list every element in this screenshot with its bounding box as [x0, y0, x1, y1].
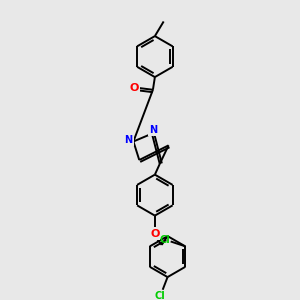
Text: O: O: [150, 229, 160, 239]
Text: O: O: [130, 83, 139, 93]
Text: N: N: [124, 136, 133, 146]
Text: Cl: Cl: [159, 236, 170, 245]
Text: N: N: [149, 125, 157, 135]
Text: Cl: Cl: [154, 291, 165, 300]
